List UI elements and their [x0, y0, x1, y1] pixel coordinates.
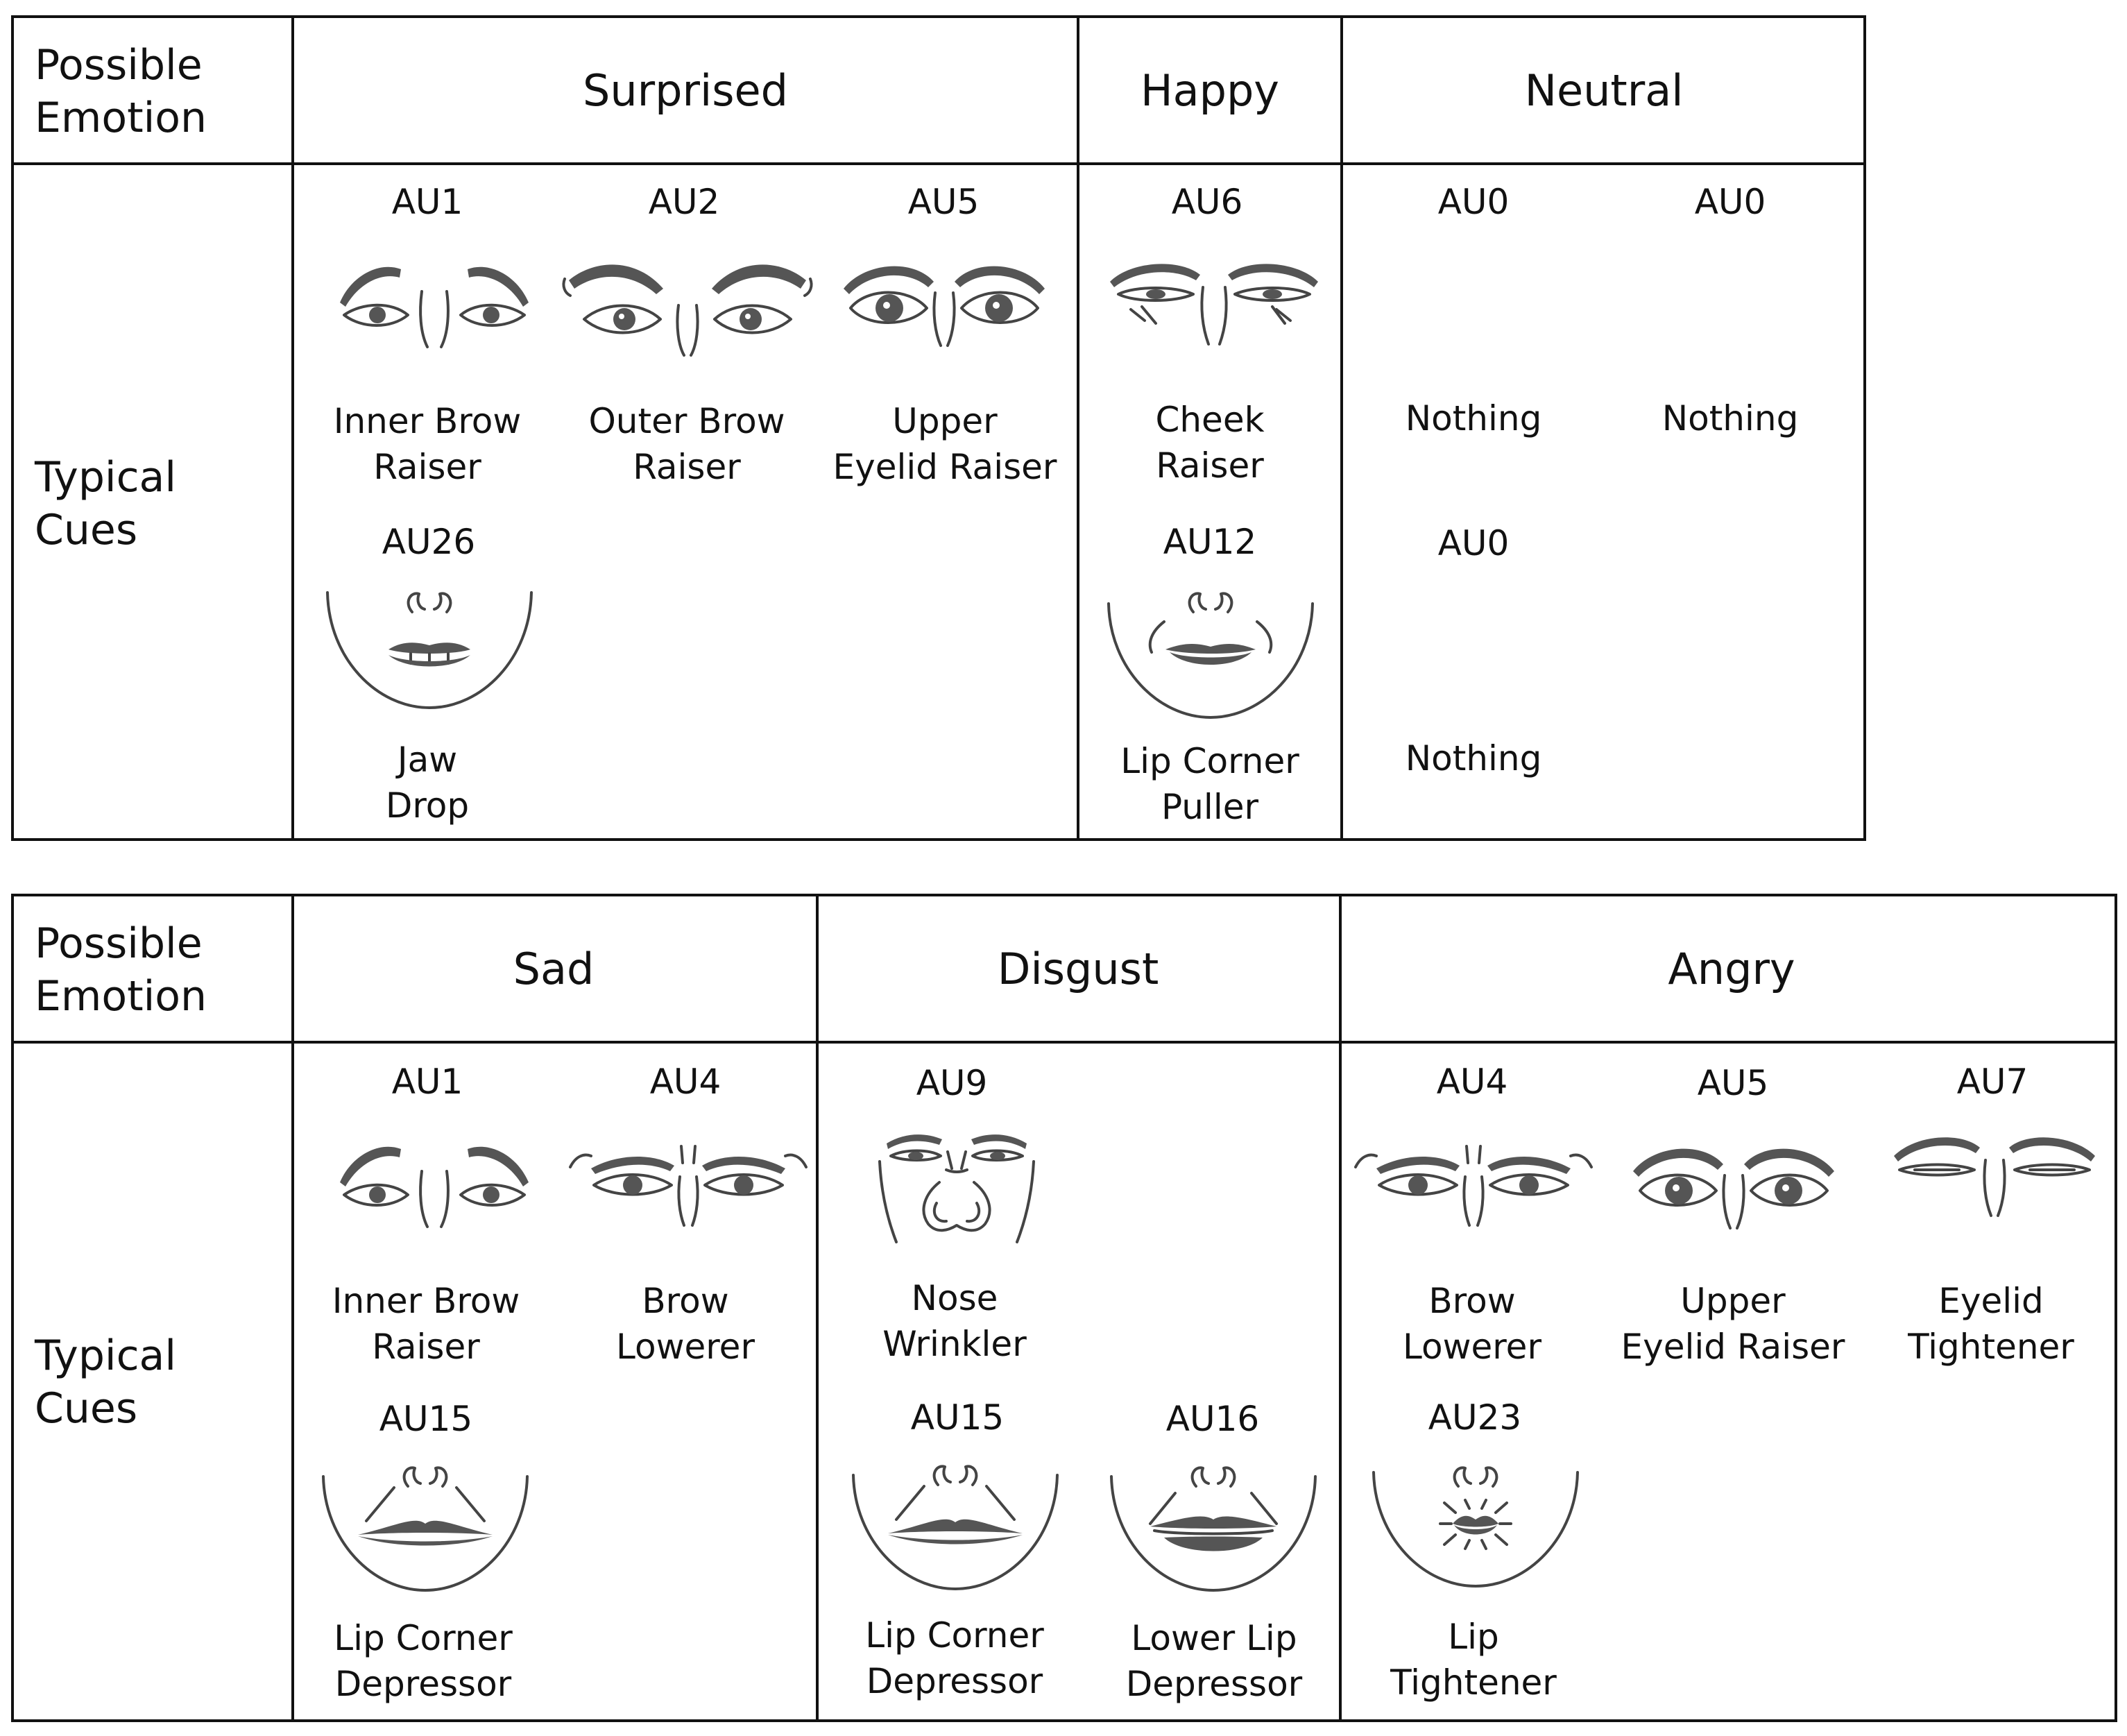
au-code: AU15: [910, 1397, 1005, 1438]
au-code: AU1: [391, 1062, 463, 1102]
au-name: Upper Eyelid Raiser: [1621, 1281, 1845, 1367]
au-name: Nothing: [1662, 398, 1799, 439]
upper-eyelid-raiser-eyes-icon: [837, 250, 1052, 354]
lip-tightener-face-icon: [1368, 1457, 1583, 1596]
emotion-happy: Happy: [1140, 65, 1280, 116]
table-2-col-divider: [1339, 894, 1342, 1722]
au-name: Lip Corner Puller: [1120, 741, 1299, 827]
emotion-angry: Angry: [1668, 944, 1795, 994]
emotion-surprised: Surprised: [582, 65, 789, 116]
inner-brow-raiser-eyes-icon: [330, 1123, 538, 1234]
au-name: Inner Brow Raiser: [333, 401, 522, 487]
au-name: Eyelid Tightener: [1908, 1281, 2074, 1367]
au-code: AU2: [648, 182, 720, 222]
emotion-neutral: Neutral: [1524, 65, 1684, 116]
au-code: AU5: [1697, 1063, 1769, 1103]
au-code: AU6: [1171, 182, 1243, 222]
table-1-col-divider: [291, 15, 294, 841]
table-2-col-divider: [291, 894, 294, 1722]
lip-corner-puller-face-icon: [1103, 583, 1318, 722]
row-label-possible-emotion: Possible Emotion: [35, 919, 207, 1021]
au-name: Lip Tightener: [1390, 1617, 1557, 1703]
brow-lowerer-eyes-icon: [563, 1128, 813, 1232]
table-2-header-divider: [11, 1041, 2117, 1044]
brow-lowerer-eyes-icon: [1349, 1128, 1598, 1232]
au-code: AU0: [1437, 182, 1510, 222]
au-name: Upper Eyelid Raiser: [832, 401, 1057, 487]
au-code: AU7: [1956, 1062, 2028, 1102]
emotion-disgust: Disgust: [997, 944, 1159, 994]
au-name: Brow Lowerer: [616, 1281, 755, 1367]
au-code: AU5: [907, 182, 980, 222]
row-label-typical-cues: Typical Cues: [35, 1331, 176, 1433]
au-name: Jaw Drop: [385, 740, 470, 826]
au-name: Lip Corner Depressor: [334, 1618, 513, 1704]
au-code: AU16: [1165, 1399, 1260, 1439]
emotion-sad: Sad: [513, 944, 595, 994]
outer-brow-raiser-eyes-icon: [559, 243, 816, 361]
au-name: Lip Corner Depressor: [865, 1615, 1044, 1701]
emotion-table-2: [11, 894, 2117, 1722]
au-name: Nose Wrinkler: [882, 1278, 1027, 1364]
cheek-raiser-eyes-icon: [1103, 251, 1325, 355]
lip-corner-depressor-face-icon: [318, 1457, 533, 1596]
au-name: Inner Brow Raiser: [332, 1281, 520, 1367]
table-2-col-divider: [816, 894, 819, 1722]
au-code: AU1: [391, 182, 463, 222]
eyelid-tightener-eyes-icon: [1887, 1120, 2102, 1224]
au-name: Nothing: [1405, 738, 1542, 778]
lip-corner-depressor-face-icon: [848, 1456, 1063, 1594]
emotion-table-1: [11, 15, 1866, 841]
au-name: Brow Lowerer: [1403, 1281, 1541, 1367]
table-1-col-divider: [1340, 15, 1343, 841]
au-code: AU4: [649, 1062, 721, 1102]
au-name: Nothing: [1405, 398, 1542, 439]
au-code: AU0: [1694, 182, 1766, 222]
au-name: Outer Brow Raiser: [588, 401, 785, 487]
upper-eyelid-raiser-eyes-icon: [1626, 1132, 1841, 1236]
au-name: Lower Lip Depressor: [1125, 1618, 1303, 1704]
row-label-typical-cues: Typical Cues: [35, 453, 176, 554]
row-label-possible-emotion: Possible Emotion: [35, 41, 207, 142]
au-code: AU9: [916, 1063, 988, 1103]
au-code: AU0: [1437, 523, 1510, 563]
nose-wrinkler-face-icon: [870, 1127, 1043, 1245]
au-code: AU12: [1163, 522, 1257, 562]
lower-lip-depressor-face-icon: [1106, 1457, 1321, 1596]
jaw-drop-face-icon: [322, 583, 537, 715]
au-code: AU26: [382, 522, 476, 562]
au-name: Cheek Raiser: [1155, 400, 1265, 486]
table-1-col-divider: [1077, 15, 1079, 841]
inner-brow-raiser-eyes-icon: [330, 243, 538, 354]
au-code: AU23: [1428, 1397, 1522, 1438]
au-code: AU15: [379, 1399, 473, 1439]
table-1-header-divider: [11, 162, 1866, 165]
au-code: AU4: [1436, 1062, 1508, 1102]
